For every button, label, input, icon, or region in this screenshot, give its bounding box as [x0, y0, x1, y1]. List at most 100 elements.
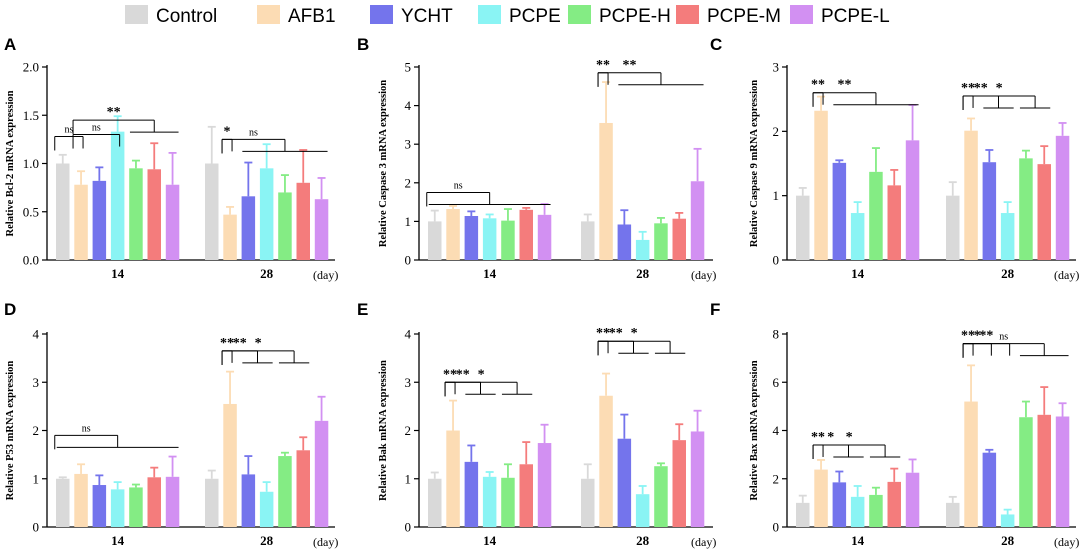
- bar-afb1-day14: [814, 110, 828, 260]
- legend-label-pcpe-m: PCPE-M: [707, 6, 781, 27]
- ns-label: ns: [64, 124, 73, 135]
- significance-bracket: ns: [221, 127, 328, 154]
- significance-label: **: [596, 326, 610, 341]
- bar-pcpe-day28: [1000, 514, 1015, 527]
- y-tick-label: 0: [33, 520, 40, 535]
- y-tick-label: 2: [33, 423, 40, 438]
- y-tick-label: 0: [773, 253, 780, 268]
- legend-swatch-pcpe-h: [568, 5, 591, 24]
- x-unit-label: (day): [1054, 268, 1079, 282]
- y-tick-label: 1: [33, 471, 40, 486]
- bar-afb1-day28: [223, 403, 237, 527]
- bar-pcpe-day14: [482, 218, 497, 260]
- bar-pcpe-day28: [259, 491, 274, 527]
- legend-swatch-pcpe-l: [790, 5, 813, 24]
- bar-pcpe-day28: [1000, 213, 1015, 260]
- bar-control-day28: [946, 195, 960, 260]
- legend-label-afb1: AFB1: [288, 6, 336, 27]
- bar-ycht-day14: [832, 162, 847, 260]
- bar-pcpe-m-day28: [672, 440, 686, 527]
- bar-pcpe-l-day14: [537, 443, 552, 527]
- bar-pcpe-h-day14: [869, 494, 883, 527]
- panel-letter: F: [710, 300, 720, 319]
- bar-pcpe-h-day14: [501, 477, 515, 527]
- bar-pcpe-l-day28: [690, 431, 705, 527]
- y-tick-label: 2.0: [23, 60, 39, 75]
- bar-afb1-day14: [446, 209, 460, 260]
- significance-bracket: ns: [72, 123, 121, 149]
- bar-control-day28: [581, 221, 595, 260]
- bar-ycht-day28: [982, 162, 997, 260]
- significance-label: **: [443, 367, 457, 382]
- bar-control-day28: [205, 163, 219, 260]
- panel-a: A Relative Bcl-2 mRNA expression 0.0 0.5 1.0…: [4, 35, 338, 282]
- panel-letter: C: [710, 35, 722, 54]
- significance-bracket: ns: [54, 423, 179, 450]
- ns-label: ns: [999, 332, 1008, 343]
- significance-label: *: [631, 326, 638, 341]
- bar-pcpe-h-day28: [1019, 417, 1033, 527]
- significance-label: **: [974, 81, 988, 96]
- bar-pcpe-l-day28: [1055, 416, 1070, 527]
- y-tick-label: 1.5: [23, 108, 39, 123]
- significance-bracket: **: [812, 78, 919, 107]
- bar-pcpe-h-day28: [1019, 158, 1033, 260]
- y-tick-label: 2: [773, 124, 780, 139]
- bar-pcpe-h-day28: [278, 192, 292, 260]
- significance-label: **: [811, 430, 825, 445]
- y-tick-label: 3: [405, 137, 412, 152]
- significance-label: **: [979, 329, 993, 344]
- x-tick-label: 14: [111, 266, 125, 281]
- bar-ycht-day14: [92, 180, 107, 260]
- bar-pcpe-l-day14: [537, 214, 552, 260]
- significance-label: **: [596, 58, 610, 73]
- bar-pcpe-day28: [635, 239, 650, 260]
- bar-ycht-day14: [832, 482, 847, 527]
- bar-pcpe-m-day14: [887, 185, 901, 260]
- bar-ycht-day14: [464, 215, 479, 260]
- bar-control-day28: [946, 502, 960, 527]
- bar-control-day14: [56, 478, 70, 527]
- significance-label: *: [974, 329, 981, 344]
- ns-label: ns: [454, 180, 463, 191]
- bar-ycht-day14: [464, 461, 479, 527]
- bar-pcpe-h-day14: [501, 220, 515, 260]
- panels: A Relative Bcl-2 mRNA expression 0.0 0.5 1.0…: [4, 35, 1079, 549]
- bar-pcpe-h-day14: [869, 171, 883, 260]
- bar-control-day14: [796, 502, 810, 527]
- panel-letter: B: [357, 35, 369, 54]
- bar-pcpe-h-day28: [654, 466, 668, 527]
- bar-afb1-day28: [599, 122, 613, 260]
- significance-bracket: ns: [54, 124, 84, 151]
- bar-pcpe-l-day14: [165, 476, 180, 527]
- x-unit-label: (day): [313, 535, 338, 549]
- bar-pcpe-m-day14: [519, 464, 533, 527]
- bar-pcpe-m-day28: [1037, 164, 1051, 260]
- legend-label-pcpe-l: PCPE-L: [821, 6, 890, 27]
- significance-label: *: [846, 430, 853, 445]
- y-tick-label: 2: [405, 423, 412, 438]
- bar-control-day14: [428, 221, 442, 260]
- significance-bracket: **: [221, 336, 273, 365]
- significance-label: **: [838, 78, 852, 93]
- bar-control-day28: [205, 478, 219, 527]
- y-tick-label: 4: [405, 98, 412, 113]
- significance-bracket: ns: [962, 332, 1069, 358]
- x-tick-label: 28: [260, 266, 274, 281]
- bar-pcpe-day14: [110, 489, 125, 527]
- panel-f: F Relative Bax mRNA expression 0 2 4 6 8 14 28 (d…: [710, 300, 1079, 549]
- bar-afb1-day14: [74, 184, 88, 260]
- bar-ycht-day14: [92, 485, 107, 527]
- x-tick-label: 14: [851, 533, 865, 548]
- x-tick-label: 28: [636, 533, 650, 548]
- significance-label: **: [811, 78, 825, 93]
- legend-swatch-pcpe: [478, 5, 501, 24]
- bar-control-day14: [796, 195, 810, 260]
- legend-label-pcpe: PCPE: [509, 6, 561, 27]
- bar-afb1-day28: [964, 401, 978, 527]
- bar-afb1-day14: [74, 473, 88, 527]
- significance-label: **: [623, 58, 637, 73]
- bar-ycht-day28: [617, 224, 632, 260]
- y-tick-label: 3: [33, 375, 40, 390]
- panel-letter: E: [357, 300, 368, 319]
